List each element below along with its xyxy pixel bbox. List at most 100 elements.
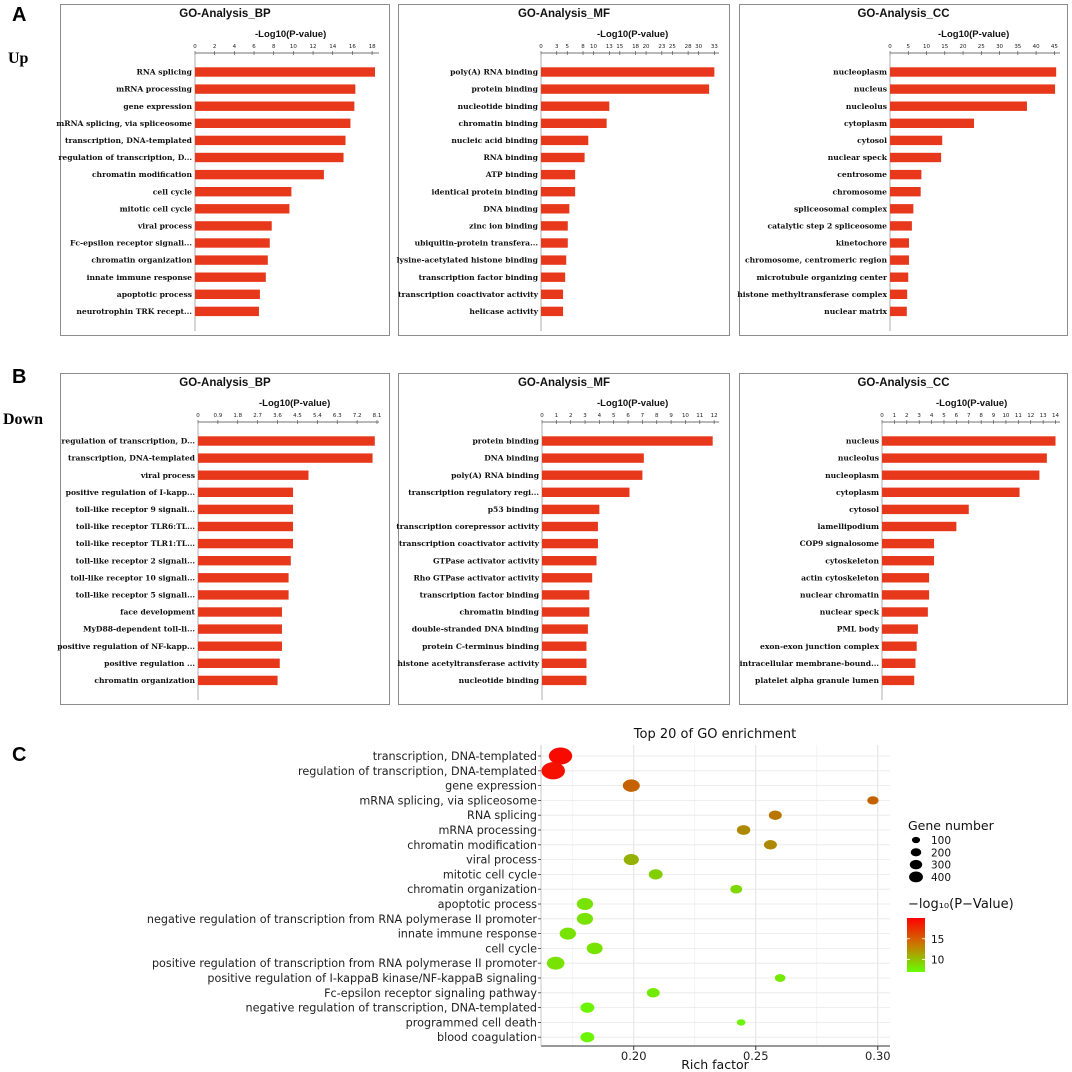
x-tick-label: 6 [626, 413, 630, 419]
data-point [623, 854, 639, 866]
x-tick-label: 18 [632, 44, 639, 50]
x-tick-label: 5 [942, 413, 946, 419]
y-category-label: mitotic cell cycle [443, 868, 537, 881]
bar-category-label: transcription coactivator activity [399, 539, 540, 548]
bar [195, 169, 324, 180]
bar [195, 135, 346, 146]
bar [542, 573, 593, 583]
bar-category-label: nucleolus [838, 454, 879, 463]
x-tick-label: 20 [643, 44, 650, 50]
bar [542, 436, 713, 446]
x-tick-label: 14 [1052, 413, 1059, 419]
bar-category-label: transcription factor binding [420, 591, 540, 600]
dotplot-title: Top 20 of GO enrichment [633, 727, 797, 742]
bar-category-label: neurotrophin TRK recept... [76, 307, 192, 316]
bar [882, 641, 917, 651]
x-tick-label: 7.2 [353, 413, 362, 419]
bar [541, 272, 566, 282]
bar-category-label: RNA binding [483, 153, 538, 162]
bar [195, 306, 259, 317]
bar-category-label: mRNA processing [116, 85, 193, 94]
bar-category-label: Fc-epsilon receptor signali... [70, 239, 192, 248]
x-tick-label: 1.8 [233, 413, 242, 419]
x-tick-label: 2 [569, 413, 573, 419]
bar-category-label: toll-like receptor 2 signali... [76, 556, 196, 565]
x-tick-label: 10 [923, 44, 930, 50]
bar [542, 538, 598, 549]
bar [882, 538, 935, 549]
size-legend-label: 100 [931, 835, 951, 847]
x-tick-label: 4 [598, 413, 602, 419]
y-category-label: programmed cell death [406, 1016, 537, 1029]
bar [198, 624, 282, 634]
x-tick-label: 6 [955, 413, 959, 419]
bar-category-label: toll-like receptor TLR1:TL... [76, 539, 195, 548]
x-tick-label: 0 [540, 413, 544, 419]
bar [890, 135, 943, 146]
bar-category-label: transcription coactivator activity [398, 290, 539, 299]
bar-category-label: platelet alpha granule lumen [755, 676, 879, 685]
panel-label-a: A [12, 4, 27, 26]
bar-category-label: nuclear speck [820, 608, 880, 617]
x-tick-label: 11 [696, 413, 703, 419]
x-tick-label: 8 [655, 413, 659, 419]
data-point [548, 747, 573, 765]
axis-title: -Log10(P-value) [597, 29, 669, 40]
x-tick-label: 0 [196, 413, 200, 419]
x-tick-label: 1 [893, 413, 897, 419]
bar [882, 504, 969, 515]
x-tick-label: 28 [685, 44, 692, 50]
bar-category-label: transcription corepressor activity [396, 522, 539, 531]
axis-title: -Log10(P-value) [938, 29, 1010, 40]
size-legend-dot [911, 836, 921, 844]
bar [198, 607, 282, 617]
data-point [774, 974, 786, 982]
y-category-label: blood coagulation [437, 1031, 537, 1044]
data-point [646, 988, 660, 998]
panel-title: GO-Analysis_CC [857, 377, 950, 389]
bar [542, 675, 587, 686]
bar [882, 470, 1040, 480]
x-tick-label: 10 [1002, 413, 1009, 419]
bar-category-label: innate immune response [87, 273, 193, 282]
bar [198, 675, 278, 686]
bar [541, 289, 564, 299]
color-legend-bar [907, 918, 925, 972]
x-tick-label: 14 [329, 44, 336, 50]
bar [541, 135, 589, 146]
data-point [580, 1002, 595, 1013]
bar-category-label: chromatin binding [459, 119, 539, 128]
y-category-label: RNA splicing [467, 809, 537, 822]
bar-category-label: cytoplasm [836, 488, 879, 497]
bar [198, 573, 289, 583]
section-label-up: Up [8, 50, 29, 67]
y-category-label: positive regulation of transcription fro… [152, 957, 537, 970]
data-point [580, 1032, 595, 1043]
bar [541, 84, 710, 94]
size-legend-dot [909, 859, 923, 870]
bar [198, 556, 291, 566]
x-tick-label: 25 [978, 44, 985, 50]
bar-category-label: nucleus [854, 85, 887, 94]
bar [198, 436, 375, 446]
y-category-label: mRNA splicing, via spliceosome [359, 794, 537, 807]
bar-category-label: chromosome [832, 187, 887, 196]
bar-category-label: actin cytoskeleton [801, 573, 879, 582]
bar-category-label: identical protein binding [431, 187, 538, 196]
x-tick-label: 30 [996, 44, 1003, 50]
bar-category-label: cytoskeleton [825, 556, 879, 565]
size-legend-dot [909, 871, 923, 883]
bar-category-label: face development [120, 608, 195, 617]
x-tick-label: 2 [905, 413, 909, 419]
bar-category-label: transcription, DNA-templated [65, 136, 193, 145]
bar-category-label: mitotic cell cycle [120, 204, 193, 213]
x-tick-label: 5.4 [313, 413, 322, 419]
bar [541, 152, 585, 163]
x-tick-label: 5 [612, 413, 616, 419]
up-cc-chart: 0 5 10 15 20 25 30 35 40 45 nucleoplasm nucleus nucl… [737, 44, 1060, 331]
bar [195, 84, 356, 94]
x-tick-label: 25 [669, 44, 676, 50]
